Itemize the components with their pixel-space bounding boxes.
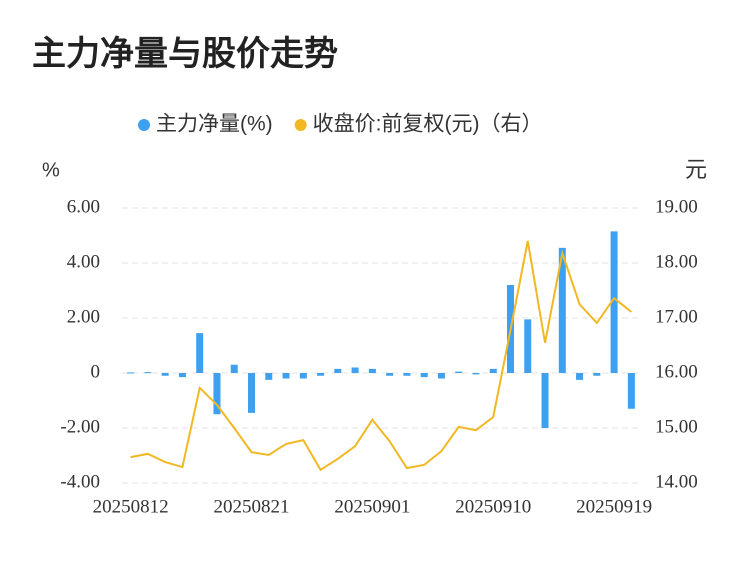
y-tick-label: -4.00 (60, 471, 100, 492)
bar (178, 373, 186, 378)
x-tick-label: 20250910 (455, 496, 531, 517)
y-axis-unit: % (42, 159, 60, 181)
bar (489, 368, 497, 373)
bar (541, 373, 549, 428)
bar (265, 373, 273, 380)
bar (161, 373, 169, 376)
bar (386, 373, 394, 376)
legend-marker (138, 119, 150, 131)
bar (144, 372, 152, 374)
y-tick-label: 6.00 (67, 196, 100, 217)
bar (437, 373, 445, 379)
bar (334, 368, 342, 373)
bar (230, 364, 238, 373)
bar (420, 373, 428, 378)
bar (593, 373, 601, 376)
y2-tick-label: 16.00 (655, 361, 698, 382)
y-tick-label: 4.00 (67, 251, 100, 272)
bar (196, 333, 204, 373)
bar (576, 373, 584, 380)
bar (472, 373, 480, 375)
legend-label: 主力净量(%) (156, 113, 273, 136)
bar (403, 373, 411, 376)
bar (610, 231, 618, 373)
bar (213, 373, 221, 415)
bar (524, 319, 532, 373)
y2-tick-label: 19.00 (655, 196, 698, 217)
legend-label: 收盘价:前复权(元)（右） (313, 113, 543, 136)
bar (368, 368, 376, 373)
y2-axis-unit: 元 (685, 157, 707, 182)
y2-tick-label: 18.00 (655, 251, 698, 272)
bar (248, 373, 255, 413)
bar (127, 372, 135, 374)
x-tick-label: 20250812 (93, 496, 169, 517)
bar (627, 373, 635, 409)
bar (351, 367, 359, 373)
bar (558, 247, 566, 373)
y2-tick-label: 14.00 (655, 471, 698, 492)
bar (317, 373, 325, 376)
x-tick-label: 20250821 (214, 496, 290, 517)
y-tick-label: 2.00 (67, 306, 100, 327)
bar (455, 371, 463, 373)
y-tick-label: 0 (91, 361, 101, 382)
y2-tick-label: 15.00 (655, 416, 698, 437)
chart-title: 主力净量与股价走势 (32, 35, 338, 73)
x-tick-label: 20250901 (334, 496, 410, 517)
legend-marker (294, 119, 307, 131)
bar (282, 373, 290, 379)
price-line (130, 240, 632, 472)
y-tick-label: -2.00 (60, 416, 100, 437)
y2-tick-label: 17.00 (655, 306, 698, 327)
x-tick-label: 20250919 (576, 496, 652, 517)
bar (299, 373, 307, 379)
